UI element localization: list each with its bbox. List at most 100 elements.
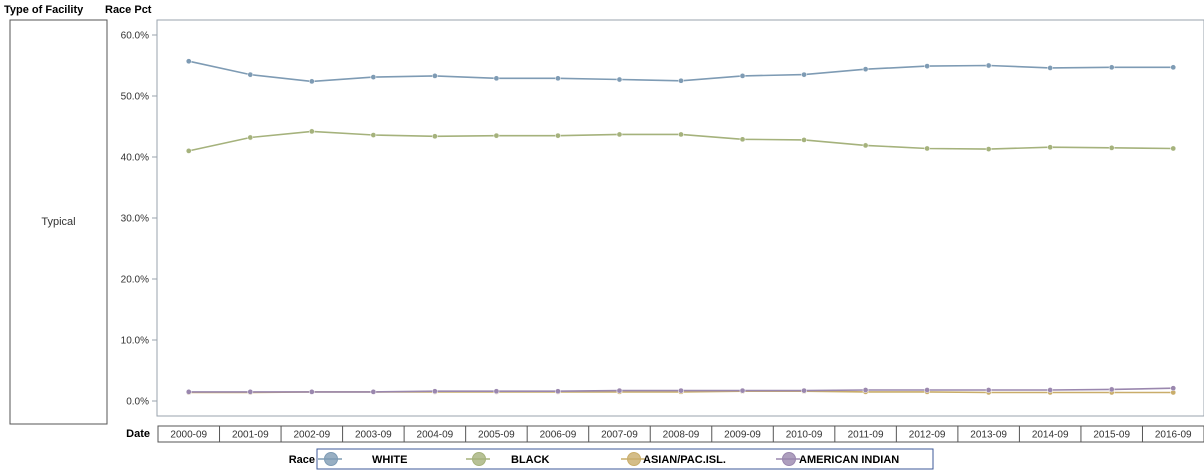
x-tick-label: 2007-09	[601, 430, 638, 441]
data-point	[739, 73, 746, 79]
data-point	[678, 387, 684, 394]
data-point	[1170, 385, 1177, 392]
y-tick-label: 10.0%	[121, 336, 149, 347]
data-point	[370, 132, 377, 138]
x-tick-label: 2006-09	[540, 430, 577, 441]
data-point	[370, 389, 377, 395]
legend-label: BLACK	[511, 454, 550, 466]
data-point	[185, 148, 192, 154]
legend-label: AMERICAN INDIAN	[799, 454, 899, 466]
data-point	[985, 387, 992, 393]
data-point	[1108, 64, 1115, 71]
data-point	[862, 142, 869, 149]
legend-item: ASIAN/PAC.ISL.	[621, 452, 726, 466]
legend-item: WHITE	[318, 452, 407, 466]
y-axis: 0.0% 10.0% 20.0% 30.0% 40.0% 50.0% 60.0%	[121, 31, 157, 408]
data-point	[493, 388, 500, 395]
x-tick-label: 2010-09	[786, 430, 823, 441]
x-tick-label: 2013-09	[970, 430, 1007, 441]
legend-swatch-marker	[324, 452, 338, 466]
data-point	[308, 389, 315, 395]
x-axis: Date 2000-09 2001-09 2002-09 2003-09 2004-09…	[126, 425, 1204, 443]
x-tick-label: 2015-09	[1093, 430, 1130, 441]
legend-item: BLACK	[466, 452, 550, 466]
x-tick-label: 2009-09	[724, 430, 761, 441]
data-point	[862, 387, 869, 393]
data-point	[493, 75, 500, 82]
data-point	[1108, 386, 1115, 393]
data-point	[739, 136, 746, 143]
y-tick-label: 60.0%	[121, 31, 149, 42]
x-tick-label: 2005-09	[478, 430, 515, 441]
data-point	[678, 131, 684, 138]
data-point	[555, 75, 561, 82]
legend-label: WHITE	[372, 454, 407, 466]
pct-header: Race Pct	[105, 4, 152, 16]
data-point	[801, 137, 807, 143]
facility-header: Type of Facility	[4, 4, 84, 16]
legend-swatch-marker	[472, 452, 486, 466]
x-axis-label: Date	[126, 428, 150, 440]
legend-item: AMERICAN INDIAN	[776, 452, 899, 466]
data-point	[493, 132, 500, 139]
data-point	[370, 74, 377, 80]
data-point	[185, 58, 192, 65]
data-point	[678, 77, 684, 84]
x-tick-label: 2002-09	[293, 430, 330, 441]
legend-frame	[316, 448, 934, 470]
legend-swatch-marker	[627, 452, 641, 466]
series-black	[185, 128, 1177, 154]
data-point	[185, 389, 192, 395]
data-point	[432, 133, 438, 140]
data-point	[308, 128, 315, 135]
data-point	[1047, 144, 1054, 151]
data-point	[308, 78, 315, 85]
x-tick-label: 2004-09	[417, 430, 454, 441]
data-point	[247, 134, 254, 141]
data-point	[924, 387, 930, 393]
data-point	[924, 145, 930, 152]
y-tick-label: 40.0%	[121, 153, 149, 164]
x-tick-label: 2003-09	[355, 430, 392, 441]
data-point	[801, 387, 807, 394]
data-point	[616, 387, 623, 394]
data-point	[247, 389, 254, 395]
x-tick-label: 2014-09	[1032, 430, 1069, 441]
legend-swatch-marker	[782, 452, 796, 466]
legend: Race WHITE BLACK ASIAN/PAC.ISL. AMERICAN IN…	[289, 448, 934, 470]
legend-label: ASIAN/PAC.ISL.	[643, 454, 726, 466]
series-white	[185, 58, 1177, 85]
data-point	[432, 73, 438, 79]
data-point	[247, 71, 254, 78]
data-point	[1170, 145, 1177, 152]
data-point	[985, 62, 992, 69]
data-point	[985, 146, 992, 152]
row-label: Typical	[41, 216, 75, 228]
series-american-indian	[185, 385, 1177, 395]
x-tick-label: 2011-09	[848, 430, 884, 441]
data-point	[1108, 145, 1115, 151]
x-tick-label: 2012-09	[909, 430, 946, 441]
data-point	[555, 132, 561, 139]
data-point	[432, 388, 438, 395]
data-point	[616, 76, 623, 83]
data-point	[1170, 64, 1177, 71]
y-tick-label: 0.0%	[126, 397, 149, 408]
data-point	[616, 131, 623, 138]
x-axis-frame	[157, 425, 1204, 443]
data-point	[801, 71, 807, 78]
data-point	[1047, 387, 1054, 393]
y-tick-label: 30.0%	[121, 214, 149, 225]
series-layer	[185, 58, 1177, 396]
y-tick-label: 20.0%	[121, 275, 149, 286]
legend-title: Race	[289, 454, 315, 466]
data-point	[555, 388, 561, 395]
data-point	[924, 63, 930, 69]
data-point	[862, 66, 869, 73]
x-tick-label: 2001-09	[232, 430, 269, 441]
row-label-box	[9, 19, 108, 425]
data-point	[1047, 65, 1054, 71]
x-tick-label: 2000-09	[170, 430, 207, 441]
x-tick-label: 2016-09	[1155, 430, 1192, 441]
